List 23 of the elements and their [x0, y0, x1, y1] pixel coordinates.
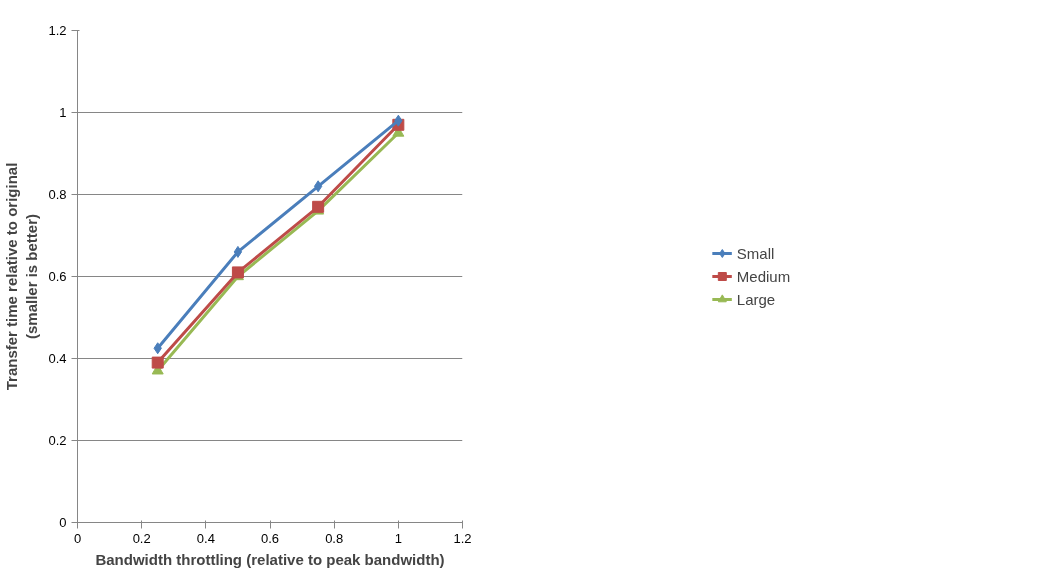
x-tick-label: 0.2	[132, 530, 151, 546]
y-tick-label: 0.8	[48, 187, 67, 202]
y-axis-title: Transfer time relative to original (smaller is better)	[3, 162, 41, 391]
legend-label: Medium	[736, 267, 791, 285]
point	[233, 245, 243, 258]
y-tick-label: 0.2	[48, 433, 67, 448]
y-tick-label: 0.4	[48, 351, 67, 366]
y-tick-label: 0	[59, 515, 67, 530]
x-axis-title: Bandwidth throttling (relative to peak bandwidth)	[95, 550, 445, 568]
y-tick-label: 1.2	[48, 23, 67, 38]
x-tick-label: 0.4	[196, 530, 215, 546]
point	[313, 180, 323, 193]
legend-label: Large	[736, 290, 776, 308]
x-tick-label: 1.2	[453, 530, 472, 546]
x-tick-label: 0	[73, 530, 82, 546]
legend-label: Small	[736, 244, 775, 262]
x-tick-label: 0.8	[325, 530, 344, 546]
y-tick-label: 1	[59, 105, 67, 120]
y-tick-label: 0.6	[48, 269, 67, 284]
point	[312, 200, 325, 213]
point	[151, 356, 164, 369]
x-tick-label: 0.6	[260, 530, 280, 546]
x-tick-label: 1	[394, 530, 402, 546]
